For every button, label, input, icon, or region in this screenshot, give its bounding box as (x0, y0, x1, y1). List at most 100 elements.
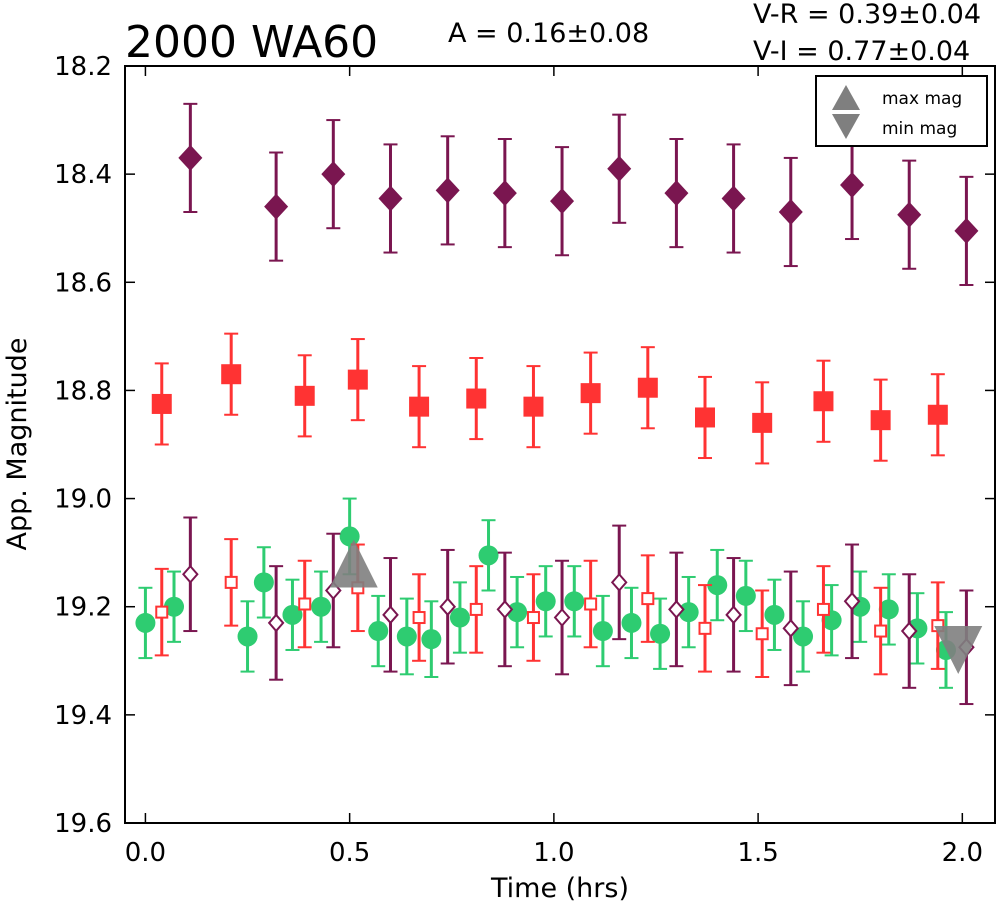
data-point-r-shifted (224, 538, 239, 627)
i-band-marker (321, 161, 346, 188)
r-band-marker (523, 396, 544, 417)
legend: max mag min mag (815, 75, 988, 147)
r-band-open-marker (155, 605, 169, 619)
i-band-open-marker (725, 605, 742, 625)
data-point-i-shifted (382, 557, 399, 673)
y-tick-label: 19.0 (54, 485, 112, 515)
v-band-marker (368, 621, 389, 642)
data-point-v (764, 578, 785, 651)
data-point-i (321, 119, 346, 230)
data-point-i (778, 156, 803, 268)
r-band-marker (580, 383, 601, 404)
i-band-open-marker (182, 564, 199, 584)
r-band-marker (927, 404, 948, 425)
data-point-i (492, 137, 517, 249)
v-band-marker (507, 602, 528, 623)
data-point-i-shifted (267, 565, 285, 681)
data-point-r-shifted (526, 573, 541, 662)
amplitude-annotation: A = 0.16±0.08 (448, 18, 649, 49)
data-point-v (592, 594, 613, 668)
data-point-v (396, 597, 417, 676)
data-point-v (311, 570, 332, 643)
data-point-r-shifted (154, 567, 169, 657)
r-band-open-marker (224, 575, 238, 589)
data-point-i (264, 151, 289, 262)
v-band-marker (449, 607, 470, 628)
y-tick-label: 19.2 (54, 593, 112, 623)
v-band-marker (339, 526, 360, 547)
data-point-r-shifted (469, 565, 484, 654)
i-band-open-marker (439, 597, 457, 617)
r-band-marker (695, 407, 715, 428)
v-band-marker (878, 599, 899, 620)
data-point-r (347, 338, 368, 422)
data-point-v (449, 581, 470, 654)
y-tick-label: 18.8 (54, 376, 112, 406)
v-band-marker (311, 596, 332, 617)
i-band-marker (264, 193, 289, 220)
data-point-r (752, 381, 773, 465)
i-band-open-marker (267, 613, 285, 633)
r-band-marker (466, 388, 487, 409)
data-point-r (466, 356, 487, 441)
r-band-marker (294, 385, 315, 406)
data-point-v (507, 575, 528, 649)
data-point-r (870, 378, 891, 462)
i-band-marker (840, 171, 865, 198)
r-band-marker (752, 412, 773, 433)
data-point-v (707, 548, 728, 622)
data-point-v (135, 586, 156, 660)
v-band-marker (764, 604, 785, 625)
max-mag-marker (329, 539, 378, 588)
r-band-open-marker (584, 597, 598, 611)
v-band-marker (650, 623, 671, 644)
min-mag-marker (934, 625, 983, 674)
data-point-r (221, 332, 242, 416)
x-tick-label: 0.0 (125, 838, 166, 868)
i-band-marker (778, 198, 803, 225)
x-tick-label: 1.5 (737, 838, 778, 868)
y-tick-label: 18.4 (54, 160, 112, 190)
data-point-i-shifted (553, 559, 571, 676)
y-tick-label: 18.2 (54, 52, 112, 82)
data-point-v (564, 565, 585, 638)
v-r-annotation: V-R = 0.39±0.04 (753, 0, 981, 30)
v-band-marker (707, 575, 728, 596)
y-tick-label: 18.6 (54, 268, 112, 298)
data-point-v (282, 578, 303, 651)
v-band-marker (282, 604, 303, 625)
x-axis-label: Time (hrs) (490, 873, 629, 904)
data-point-v (535, 565, 556, 638)
plot-area (135, 102, 983, 706)
data-point-i-shifted (439, 548, 457, 665)
data-point-v (735, 559, 756, 633)
data-point-r-shifted (583, 559, 598, 649)
i-band-marker (897, 201, 922, 228)
r-band-open-marker (698, 621, 712, 635)
data-point-i (378, 143, 403, 254)
v-band-marker (621, 612, 642, 633)
i-band-open-marker (496, 599, 514, 619)
y-axis-label: App. Magnitude (2, 338, 33, 551)
data-point-v (793, 600, 814, 673)
data-point-r (927, 373, 948, 457)
i-band-marker (178, 144, 203, 171)
v-band-marker (421, 629, 442, 650)
data-point-i (550, 146, 575, 257)
i-band-marker (550, 188, 575, 215)
data-point-r-shifted (297, 559, 312, 649)
data-point-i-shifted (496, 551, 514, 668)
data-point-r-shifted (816, 565, 831, 654)
r-band-open-marker (412, 611, 426, 625)
data-point-i-shifted (668, 551, 685, 668)
r-band-open-marker (469, 602, 483, 616)
axis-ticks: 0.0 0.5 1.0 1.5 2.0 18.2 18.4 18.6 18.8 19.0 19.2 1… (54, 52, 995, 868)
data-point-i-shifted (610, 524, 628, 641)
r-band-marker (347, 369, 368, 390)
data-point-v (164, 570, 185, 643)
i-band-marker (721, 185, 746, 212)
data-point-v (878, 573, 899, 646)
data-point-i-shifted (182, 516, 199, 633)
